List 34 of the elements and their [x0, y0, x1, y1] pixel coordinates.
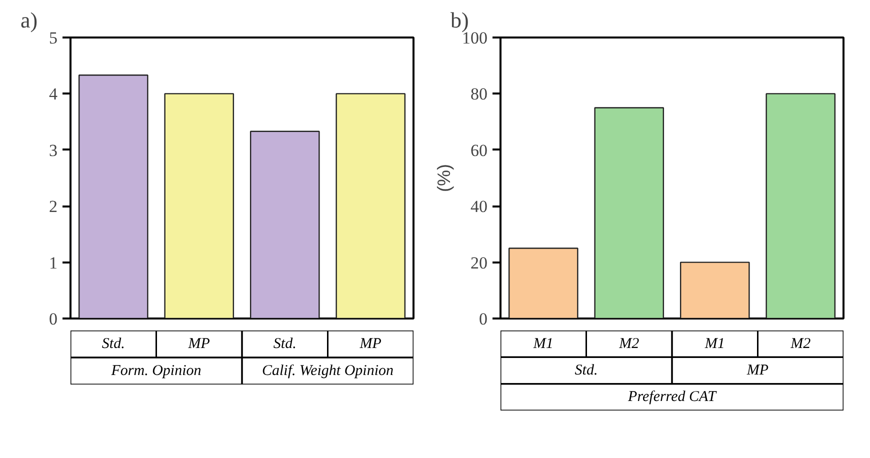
text: Std. — [574, 362, 598, 378]
bar — [766, 93, 836, 318]
y-tick-label: 2 — [49, 197, 58, 216]
y-tick-label: 0 — [479, 310, 488, 328]
bar — [594, 107, 664, 318]
bar — [164, 93, 234, 318]
x-axis-title: Preferred CAT — [627, 389, 718, 406]
y-tick-label: 20 — [470, 253, 488, 272]
bar — [250, 130, 320, 318]
y-tick-label: 80 — [470, 84, 488, 104]
x-tick-label: Std. — [273, 336, 296, 352]
chart-title: a) — [20, 8, 38, 32]
text: Form. Opinion — [110, 363, 202, 379]
y-tick-label: 40 — [470, 197, 488, 216]
x-tick-label: MP — [187, 336, 210, 352]
x-tick-label: Std. — [102, 336, 125, 352]
y-axis-title: (%) — [434, 164, 454, 192]
y-tick-label: 1 — [49, 253, 58, 272]
y-tick-label: 3 — [49, 140, 58, 160]
y-tick-label: 5 — [49, 28, 58, 48]
y-tick-label: 0 — [49, 310, 58, 328]
x-tick-label: M1 — [704, 336, 725, 352]
bar — [508, 248, 578, 318]
x-tick-label: MP — [358, 336, 382, 352]
y-tick-label: 4 — [49, 84, 58, 104]
text: Calif. Weight Opinion — [262, 363, 394, 379]
x-tick-label: M2 — [790, 336, 812, 352]
x-tick-label: M1 — [532, 336, 554, 352]
bar — [336, 93, 406, 318]
y-tick-label: 60 — [470, 140, 488, 160]
x-tick-label: M2 — [618, 336, 640, 352]
bar — [680, 262, 750, 318]
text: MP — [746, 362, 769, 378]
bar — [78, 74, 148, 318]
